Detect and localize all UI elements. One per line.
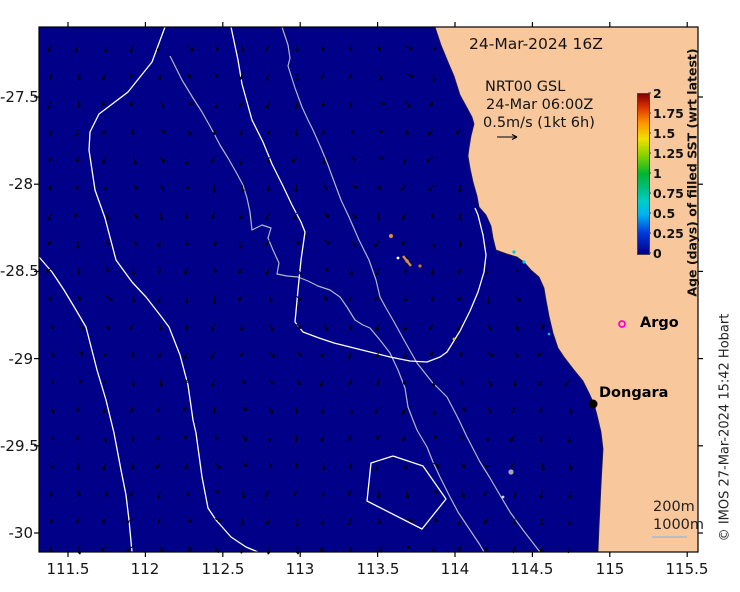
map-timestamp: 24-Mar-2024 16Z: [469, 35, 603, 53]
sst-age-streak-0: [402, 255, 412, 267]
colorbar-tick-1.25: 1.25: [653, 146, 684, 161]
sst-age-spot-0: [389, 234, 393, 238]
y-tick-label--27.5: -27.5: [0, 88, 39, 106]
vector-scale-label: 0.5m/s (1kt 6h): [483, 115, 595, 131]
sst-age-spot-3: [418, 264, 422, 268]
plot-frame: [38, 26, 699, 553]
scale-arrow-icon: [497, 134, 518, 140]
colorbar-tick-0.5: 0.5: [653, 206, 676, 221]
dongara-label: Dongara: [599, 385, 669, 401]
sst-age-spot-9: [501, 495, 505, 499]
land-area: [434, 26, 699, 553]
x-tick-label-114: 114: [440, 560, 470, 578]
bathymetry-contour-200m-1: [169, 55, 485, 553]
y-tick-label--30: -30: [8, 524, 34, 542]
x-tick-label-111.5: 111.5: [46, 560, 90, 578]
x-tick-label-113.5: 113.5: [356, 560, 400, 578]
colorbar-tick-0: 0: [653, 246, 662, 261]
bathymetry-contour-200m-0: [281, 26, 541, 553]
colorbar-tick-1: 1: [653, 166, 662, 181]
dongara-town-marker: [588, 399, 598, 409]
credit-text: © IMOS 27-Mar-2024 15:42 Hobart: [717, 313, 733, 542]
depth-legend-1000m: 1000m: [653, 517, 705, 533]
depth-legend-200m: 200m: [653, 499, 695, 515]
bathymetry-contour-1000m-0: [88, 26, 259, 553]
y-tick-label--29: -29: [8, 350, 34, 368]
colorbar-tick-2: 2: [653, 86, 662, 101]
colorbar-axis-label: Age (days) of filled SST (wrt latest): [684, 48, 700, 297]
model-time-label: 24-Mar 06:00Z: [486, 97, 594, 113]
colorbar-tick-1.75: 1.75: [653, 106, 684, 121]
sst-age-spot-8: [508, 469, 514, 475]
x-tick-label-112.5: 112.5: [201, 560, 245, 578]
y-tick-label--28: -28: [8, 175, 34, 193]
sst-age-spot-5: [512, 250, 516, 254]
bathymetry-contour-1000m-2: [230, 26, 487, 363]
sst-age-spot-4: [452, 337, 456, 341]
x-tick-label-115.5: 115.5: [665, 560, 709, 578]
y-tick-label--29.5: -29.5: [0, 437, 39, 455]
x-tick-label-114.5: 114.5: [510, 560, 554, 578]
model-name-label: NRT00 GSL: [485, 79, 566, 95]
x-tick-label-112: 112: [130, 560, 160, 578]
argo-label: Argo: [640, 315, 679, 331]
argo-float-marker: [618, 320, 626, 328]
sst-age-spot-1: [396, 256, 400, 260]
bathymetry-contour-1000m-3: [366, 455, 447, 530]
y-tick-label--28.5: -28.5: [0, 262, 39, 280]
axis-ticks: [34, 22, 703, 557]
colorbar: [637, 93, 650, 255]
bathymetry-contour-1000m-1: [38, 256, 133, 553]
colorbar-tick-0.25: 0.25: [653, 226, 684, 241]
sst-age-spot-6: [522, 260, 526, 264]
sst-age-spot-7: [547, 332, 551, 336]
depth-legend-line-sample: [652, 536, 687, 538]
colorbar-tick-1.5: 1.5: [653, 126, 676, 141]
current-vector-field: [45, 45, 573, 555]
x-tick-label-115: 115: [595, 560, 625, 578]
x-tick-label-113: 113: [285, 560, 315, 578]
colorbar-tick-0.75: 0.75: [653, 186, 684, 201]
